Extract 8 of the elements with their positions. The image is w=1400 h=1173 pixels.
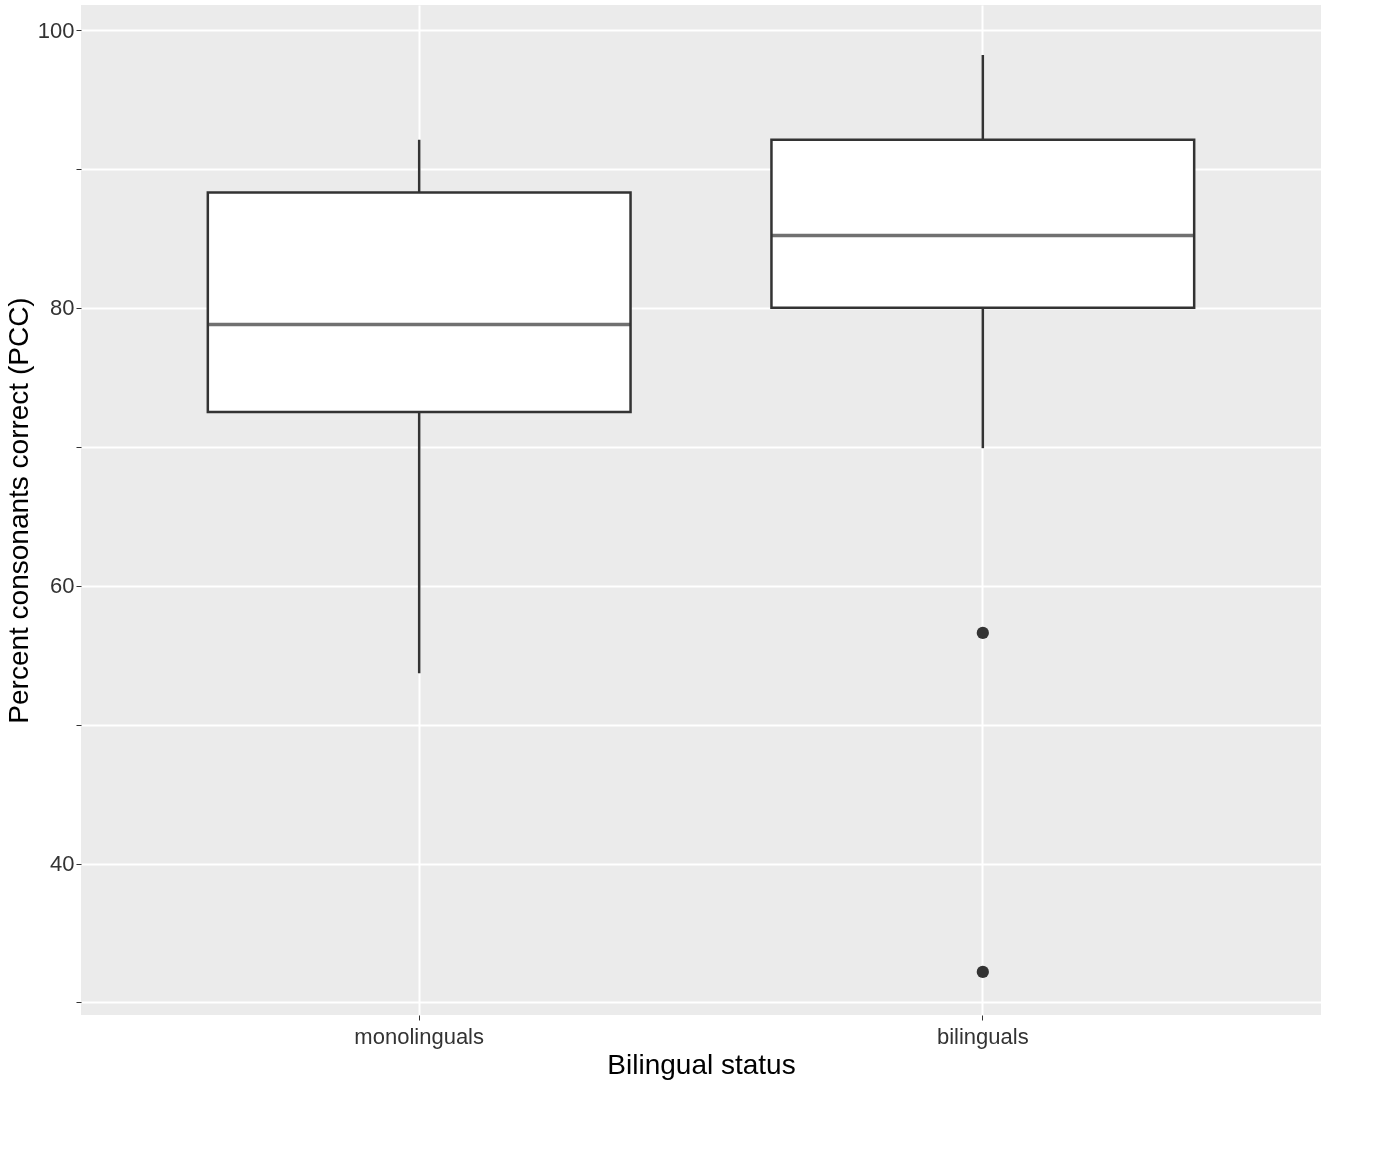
y-tick-label: 80 — [50, 295, 75, 321]
x-tick-label: monolinguals — [354, 1023, 484, 1049]
x-axis-title: Bilingual status — [607, 1048, 796, 1080]
y-tick-label: 100 — [37, 17, 75, 43]
x-tick-label: bilinguals — [936, 1023, 1029, 1049]
y-axis-title: Percent consonants correct (PCC) — [2, 297, 34, 724]
y-tick-label: 60 — [50, 573, 75, 599]
y-tick-label: 40 — [50, 851, 75, 877]
